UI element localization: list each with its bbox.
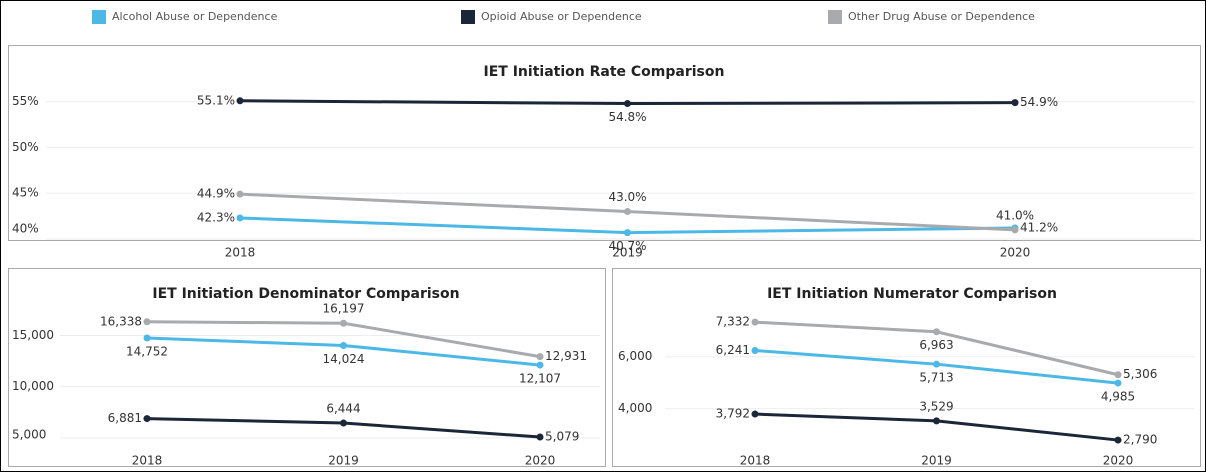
- y-tick-label: 6,000: [618, 349, 652, 363]
- data-label: 41.0%: [996, 208, 1034, 222]
- y-tick-label: 15,000: [12, 328, 54, 342]
- data-label: 44.9%: [197, 187, 235, 201]
- x-tick-label: 2019: [612, 246, 643, 260]
- point: [933, 417, 940, 425]
- point: [143, 415, 151, 423]
- data-label: 2,790: [1123, 433, 1157, 447]
- y-tick-label: 5,000: [12, 428, 46, 442]
- y-tick-label: 4,000: [618, 401, 652, 415]
- data-label: 12,107: [519, 372, 561, 386]
- data-label: 7,332: [716, 315, 750, 329]
- legend-swatch: [92, 10, 106, 24]
- legend-label: Alcohol Abuse or Dependence: [112, 10, 278, 23]
- point: [624, 208, 631, 216]
- point: [536, 433, 544, 441]
- data-label: 5,306: [1123, 367, 1157, 381]
- chart-title: IET Initiation Numerator Comparison: [767, 286, 1057, 302]
- y-tick-label: 40%: [12, 222, 39, 236]
- point: [751, 346, 759, 354]
- point: [143, 334, 151, 342]
- data-label: 54.8%: [608, 110, 646, 124]
- y-tick-label: 10,000: [12, 379, 54, 393]
- point: [236, 97, 244, 105]
- legend-swatch: [828, 10, 842, 24]
- y-tick-label: 45%: [12, 186, 39, 200]
- panel: [612, 268, 1201, 467]
- point: [340, 319, 347, 327]
- chart-title: IET Initiation Denominator Comparison: [152, 286, 459, 302]
- data-label: 6,881: [108, 411, 142, 425]
- panel: [8, 268, 606, 467]
- point: [751, 318, 759, 326]
- data-label: 16,197: [323, 302, 365, 316]
- point: [1011, 226, 1019, 234]
- data-label: 40.7%: [608, 239, 646, 253]
- x-tick-label: 2020: [1000, 246, 1031, 260]
- point: [143, 318, 151, 326]
- legend-label: Opioid Abuse or Dependence: [481, 10, 642, 23]
- data-label: 54.9%: [1020, 95, 1058, 109]
- data-label: 5,713: [919, 371, 953, 385]
- data-label: 14,752: [126, 345, 168, 359]
- data-label: 12,931: [545, 349, 587, 363]
- point: [1114, 379, 1122, 387]
- point: [340, 419, 347, 427]
- x-tick-label: 2019: [921, 454, 952, 468]
- data-label: 5,079: [545, 430, 579, 444]
- x-tick-label: 2020: [1103, 454, 1134, 468]
- point: [751, 410, 759, 418]
- data-label: 4,985: [1101, 390, 1135, 404]
- data-label: 6,444: [326, 402, 360, 416]
- point: [933, 360, 940, 368]
- point: [236, 190, 244, 198]
- x-tick-label: 2018: [740, 454, 771, 468]
- chart-title: IET Initiation Rate Comparison: [484, 64, 725, 80]
- point: [1114, 371, 1122, 379]
- point: [536, 361, 544, 369]
- point: [1114, 436, 1122, 444]
- y-tick-label: 55%: [12, 94, 39, 108]
- x-tick-label: 2018: [132, 454, 163, 468]
- data-label: 42.3%: [197, 210, 235, 224]
- point: [933, 328, 940, 336]
- point: [236, 214, 244, 222]
- point: [624, 229, 631, 237]
- legend-label: Other Drug Abuse or Dependence: [848, 10, 1035, 23]
- data-label: 6,963: [919, 338, 953, 352]
- data-label: 3,792: [716, 407, 750, 421]
- panel: [8, 45, 1201, 241]
- data-label: 16,338: [100, 314, 142, 328]
- x-tick-label: 2020: [525, 454, 556, 468]
- x-tick-label: 2018: [225, 246, 256, 260]
- data-label: 55.1%: [197, 93, 235, 107]
- data-label: 41.2%: [1020, 221, 1058, 235]
- point: [624, 100, 631, 108]
- legend-swatch: [461, 10, 475, 24]
- point: [340, 341, 347, 349]
- data-label: 6,241: [716, 343, 750, 357]
- data-label: 14,024: [323, 352, 365, 366]
- y-tick-label: 50%: [12, 140, 39, 154]
- point: [536, 353, 544, 361]
- data-label: 3,529: [919, 399, 953, 413]
- point: [1011, 99, 1019, 107]
- x-tick-label: 2019: [328, 454, 359, 468]
- data-label: 43.0%: [608, 190, 646, 204]
